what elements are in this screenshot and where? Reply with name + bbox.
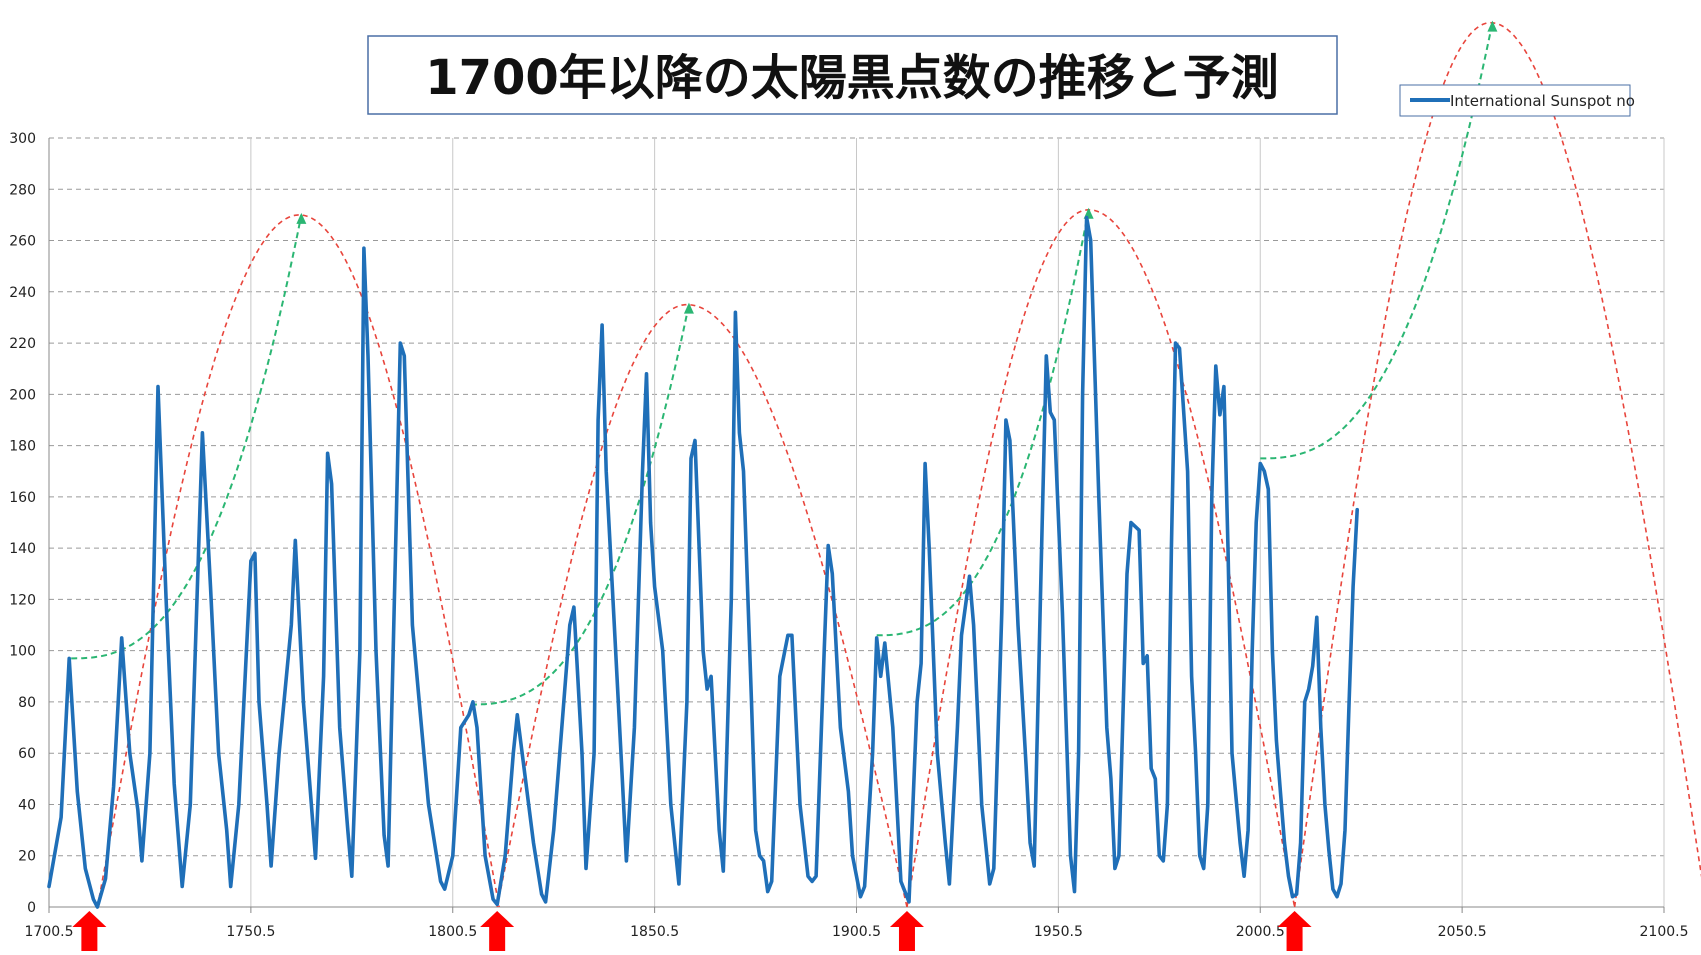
growth-arrow-curve	[1260, 22, 1494, 460]
growth-arrow-curve	[71, 214, 303, 660]
y-tick-label: 60	[18, 746, 36, 762]
y-tick-label: 280	[9, 182, 36, 198]
growth-arrow-head	[1487, 20, 1498, 32]
chart-title-box: 1700年以降の太陽黒点数の推移と予測	[367, 35, 1338, 115]
y-tick-label: 260	[9, 234, 36, 250]
growth-arrow-curve	[876, 209, 1090, 637]
y-tick-label: 80	[18, 695, 36, 711]
minimum-arrow-marker	[480, 911, 515, 951]
legend-series-label: International Sunspot no	[1450, 92, 1635, 110]
x-tick-label: 1700.5	[25, 924, 74, 940]
growth-arrow-head	[683, 302, 694, 314]
chart-title: 1700年以降の太陽黒点数の推移と予測	[425, 50, 1279, 106]
y-tick-label: 160	[9, 490, 36, 506]
x-tick-label: 1750.5	[226, 924, 275, 940]
y-tick-label: 100	[9, 644, 36, 660]
y-tick-label: 200	[9, 387, 36, 403]
y-tick-label: 220	[9, 336, 36, 352]
growth-arrow-curve	[470, 304, 690, 706]
axes: 0 20 40 60 80 100 120 140 160 180 200 220 240 260 280 3…	[9, 131, 1688, 940]
growth-arrows	[71, 20, 1498, 706]
envelope-curves	[96, 21, 1701, 908]
y-tick-label: 20	[18, 849, 36, 865]
minimum-markers	[72, 911, 1312, 951]
y-tick-label: 140	[9, 541, 36, 557]
y-tick-label: 0	[27, 900, 36, 916]
y-tick-label: 120	[9, 592, 36, 608]
minimum-arrow-marker	[72, 911, 107, 951]
y-tick-label: 240	[9, 285, 36, 301]
x-tick-label: 1900.5	[832, 924, 881, 940]
y-tick-label: 40	[18, 797, 36, 813]
x-tick-label: 2000.5	[1236, 924, 1285, 940]
grid	[49, 137, 1665, 907]
envelope-arch	[1293, 21, 1701, 908]
envelope-arch	[496, 303, 908, 908]
series-line-sunspots	[47, 215, 1359, 909]
x-tick-label: 1800.5	[428, 924, 477, 940]
series-layer	[47, 215, 1359, 909]
minimum-arrow-marker	[889, 911, 924, 951]
x-tick-label: 2100.5	[1640, 924, 1689, 940]
x-tick-label: 1950.5	[1034, 924, 1083, 940]
x-tick-label: 2050.5	[1438, 924, 1487, 940]
y-tick-label: 180	[9, 439, 36, 455]
minimum-arrow-marker	[1277, 911, 1312, 951]
growth-arrow-head	[296, 212, 307, 224]
legend[interactable]: International Sunspot no	[1399, 84, 1635, 117]
envelope-arch	[96, 214, 500, 908]
x-tick-label: 1850.5	[630, 924, 679, 940]
y-tick-label: 300	[9, 131, 36, 147]
